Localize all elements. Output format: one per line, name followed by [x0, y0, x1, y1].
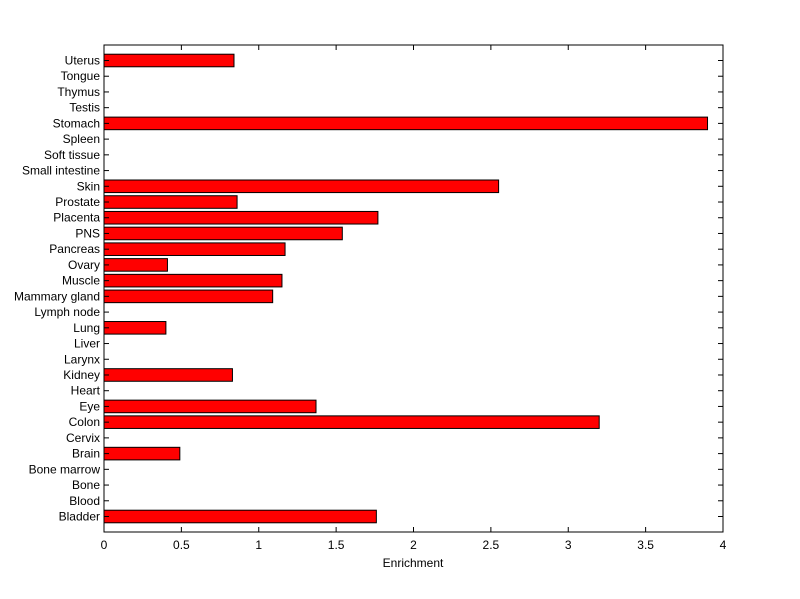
- bar-muscle: [103, 273, 283, 288]
- y-tick-label: Soft tissue: [44, 148, 100, 162]
- bar-uterus: [103, 53, 235, 68]
- y-tick-label: Tongue: [61, 69, 101, 83]
- y-tick-label: Stomach: [53, 116, 100, 130]
- y-tick-label: Bladder: [59, 510, 100, 524]
- y-tick-label: Mammary gland: [14, 289, 100, 303]
- y-tick-label: Liver: [74, 337, 100, 351]
- y-tick-label: Uterus: [65, 54, 100, 68]
- y-tick-label: Lymph node: [34, 305, 100, 319]
- y-tick-label: Skin: [77, 179, 100, 193]
- x-tick-label: 0: [101, 538, 108, 552]
- y-tick-label: Cervix: [66, 431, 100, 445]
- x-tick-label: 3: [565, 538, 572, 552]
- x-tick-label: 2: [410, 538, 417, 552]
- y-tick-label: Pancreas: [49, 242, 100, 256]
- y-tick-label: Thymus: [57, 85, 100, 99]
- bars: [103, 53, 709, 524]
- bar-pancreas: [103, 242, 286, 256]
- bar-pns: [103, 226, 343, 241]
- bar-brain: [103, 446, 181, 461]
- y-tick-label: Colon: [69, 415, 100, 429]
- y-tick-label: Eye: [79, 399, 100, 413]
- bar-eye: [103, 399, 317, 414]
- bar-skin: [103, 179, 500, 194]
- y-tick-label: Bone: [72, 478, 100, 492]
- x-axis-label: Enrichment: [383, 556, 444, 570]
- bar-prostate: [103, 195, 238, 209]
- y-tick-label: Spleen: [63, 132, 100, 146]
- y-tick-label: Ovary: [68, 258, 100, 272]
- y-tick-label: Heart: [71, 384, 101, 398]
- bar-mammary-gland: [103, 289, 274, 304]
- y-tick-label: Lung: [73, 321, 100, 335]
- y-tick-label: Muscle: [62, 274, 100, 288]
- x-tick-label: 4: [720, 538, 727, 552]
- y-tick-label: Placenta: [53, 211, 100, 225]
- x-tick-label: 1: [255, 538, 262, 552]
- bar-placenta: [103, 210, 379, 225]
- y-tick-label: Prostate: [55, 195, 100, 209]
- bar-bladder: [103, 509, 377, 524]
- x-tick-label: 2.5: [483, 538, 500, 552]
- y-tick-label: Larynx: [64, 352, 100, 366]
- x-tick-label: 3.5: [637, 538, 654, 552]
- x-tick-label: 1.5: [328, 538, 345, 552]
- y-tick-label: Bone marrow: [29, 462, 101, 476]
- bar-lung: [103, 321, 167, 335]
- y-tick-label: Kidney: [63, 368, 100, 382]
- bar-colon: [103, 415, 600, 429]
- x-tick-label: 0.5: [173, 538, 190, 552]
- y-tick-label: PNS: [75, 226, 100, 240]
- y-tick-label: Testis: [69, 101, 100, 115]
- y-tick-label: Brain: [72, 447, 100, 461]
- y-tick-label: Small intestine: [22, 164, 100, 178]
- bar-ovary: [103, 258, 168, 272]
- bar-stomach: [103, 116, 709, 131]
- y-tick-label: Blood: [69, 494, 100, 508]
- x-axis: 0 0.5 1 1.5 2 2.5 3 3.5 4: [101, 45, 727, 552]
- bar-kidney: [103, 368, 233, 382]
